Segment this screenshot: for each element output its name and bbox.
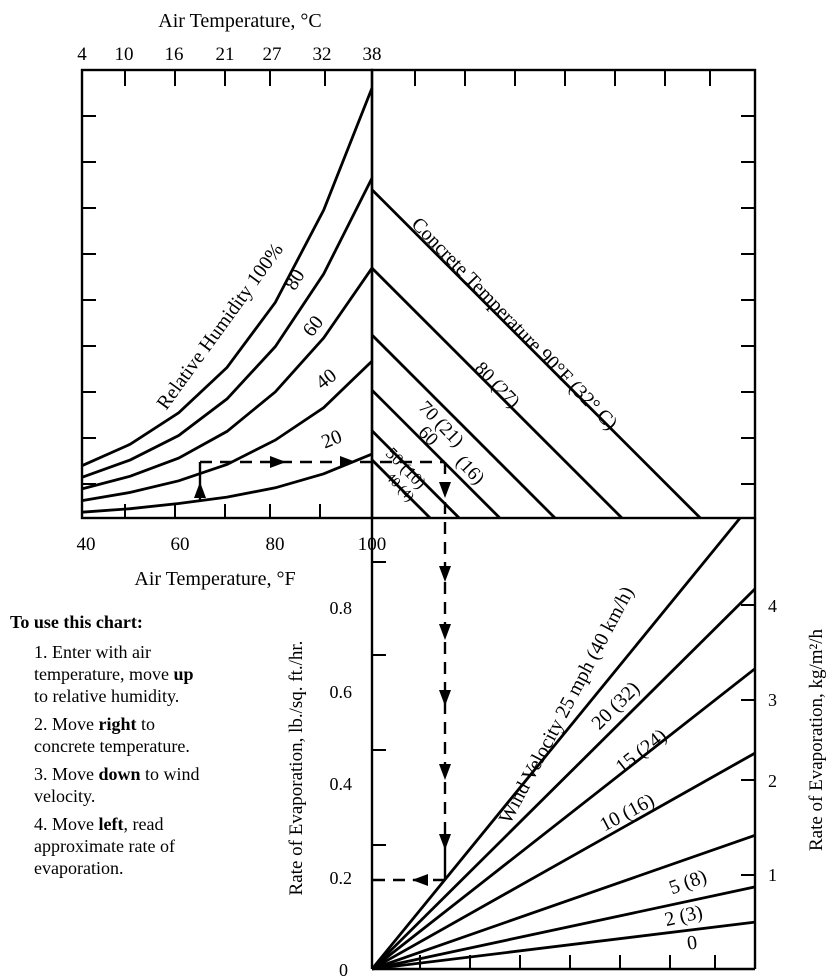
x2-tick-label: 27 <box>263 44 282 65</box>
rh-curve-80 <box>81 177 374 479</box>
frame-ticks <box>82 70 755 969</box>
instruction-step: 2. Move right to concrete temperature. <box>34 713 202 757</box>
rh-series-title: Relative Humidity 100% <box>152 239 287 414</box>
top-right-frame <box>370 68 757 520</box>
x2-tick-label: 38 <box>363 44 382 65</box>
y2-axis-title: Rate of Evaporation, kg/m²/h <box>806 628 827 851</box>
wv-line <box>370 517 742 970</box>
x2-tick-label: 21 <box>216 44 235 65</box>
x-tick-label: 60 <box>171 534 190 555</box>
wv-line <box>371 920 756 971</box>
example-arrows <box>194 456 451 886</box>
step-number: 1. <box>34 642 48 662</box>
wv-label-5: 5 (8) <box>666 865 710 899</box>
frames <box>80 68 757 971</box>
x2-tick-label: 4 <box>77 44 87 65</box>
example-path <box>198 460 447 882</box>
wv-line <box>371 885 756 971</box>
arrow-down <box>439 566 451 582</box>
rh-label-40: 40 <box>312 364 341 394</box>
y-axis-title: Rate of Evaporation, lb./sq. ft./hr. <box>286 641 307 896</box>
arrow-right <box>270 456 286 468</box>
step-direction: left <box>98 814 124 834</box>
arrow-up <box>194 482 206 498</box>
y-tick-label: 0.4 <box>330 774 353 794</box>
step-text: to relative humidity. <box>34 686 180 706</box>
step-text: to wind velocity. <box>34 764 200 806</box>
arrow-down <box>439 690 451 706</box>
step-number: 4. <box>34 814 48 834</box>
air-temp-c-axis-title: Air Temperature, °C <box>158 10 321 32</box>
relative-humidity-curves <box>81 87 374 514</box>
wv-label-0: 0 <box>686 931 699 954</box>
x2-tick-label: 32 <box>313 44 332 65</box>
step-text: Move <box>52 814 94 834</box>
rh-label-80: 80 <box>280 266 309 295</box>
air-temp-f-axis-title: Air Temperature, °F <box>134 568 295 590</box>
instruction-step: 3. Move down to wind velocity. <box>34 763 202 807</box>
arrow-down <box>439 764 451 780</box>
arrow-down <box>439 834 451 850</box>
step-number: 2. <box>34 714 48 734</box>
arrow-right <box>340 456 356 468</box>
instruction-steps: 1. Enter with air temperature, move up t… <box>10 641 210 879</box>
y2-tick-label: 1 <box>768 865 777 885</box>
y-tick-label: 0.6 <box>330 682 353 702</box>
y2-tick-label: 4 <box>768 596 777 616</box>
y-tick-label: 0 <box>339 960 348 978</box>
ct-line <box>371 267 623 519</box>
x2-tick-label: 16 <box>165 44 184 65</box>
arrow-down <box>439 624 451 640</box>
step-text: Move <box>52 764 94 784</box>
ct-line <box>371 389 501 519</box>
instruction-step: 1. Enter with air temperature, move up t… <box>34 641 202 707</box>
step-text: Move <box>52 714 94 734</box>
step-text: to concrete temperature. <box>34 714 190 756</box>
ct-line <box>371 458 432 519</box>
wv-line <box>371 587 756 970</box>
instructions-title: To use this chart: <box>10 612 143 632</box>
wv-line <box>371 833 756 971</box>
rh-curve-40 <box>81 360 373 502</box>
ct-label-80: 80 (27) <box>470 358 524 412</box>
rh-curve-60 <box>81 267 374 491</box>
step-text: , read approximate rate of evaporation. <box>34 814 175 878</box>
instruction-step: 4. Move left, read approximate rate of e… <box>34 813 202 879</box>
wv-label-15: 15 (24) <box>612 725 672 778</box>
wv-label-10: 10 (16) <box>596 789 658 836</box>
step-text: Enter with air temperature, move <box>34 642 169 684</box>
instructions-panel: To use this chart: 1. Enter with air tem… <box>10 612 210 885</box>
x-tick-label: 40 <box>77 534 96 555</box>
rh-label-20: 20 <box>318 425 345 453</box>
arrow-left <box>412 874 428 886</box>
ct-label-60-metric: (16) <box>451 451 488 488</box>
x-tick-label: 80 <box>266 534 285 555</box>
concrete-temperature-lines <box>371 188 702 519</box>
rh-curve-20 <box>81 452 373 514</box>
step-direction: up <box>173 664 194 684</box>
step-number: 3. <box>34 764 48 784</box>
ct-line <box>371 188 702 519</box>
arrow-down <box>439 482 451 498</box>
ct-line <box>371 334 556 519</box>
step-direction: right <box>98 714 137 734</box>
y-tick-label: 0.2 <box>330 868 353 888</box>
rh-curve-100 <box>81 87 374 467</box>
step-direction: down <box>98 764 141 784</box>
y-tick-label: 0.8 <box>330 598 353 618</box>
x2-tick-label: 10 <box>115 44 134 65</box>
x-tick-label: 100 <box>358 534 387 555</box>
y2-tick-label: 2 <box>768 771 777 791</box>
wv-line <box>371 751 756 971</box>
wind-velocity-lines <box>370 517 756 971</box>
y2-tick-label: 3 <box>768 690 777 710</box>
wv-line <box>371 667 756 971</box>
